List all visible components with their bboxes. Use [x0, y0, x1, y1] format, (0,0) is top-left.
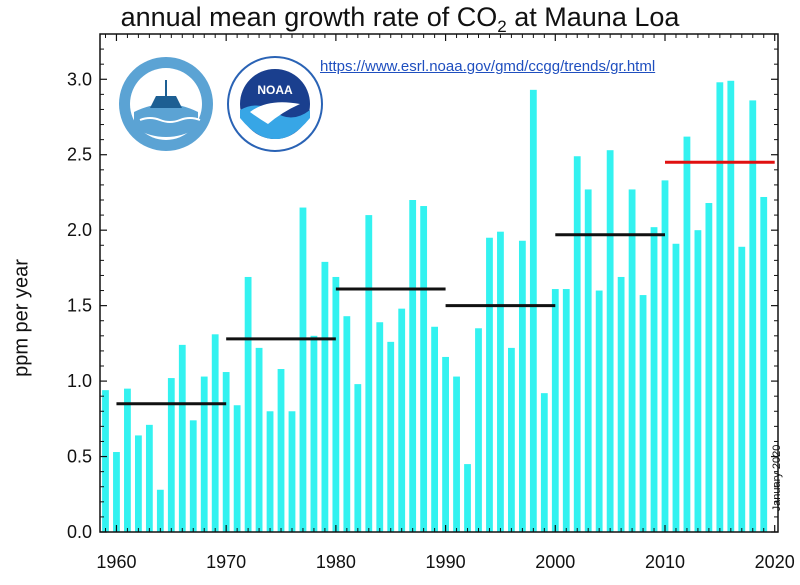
decade-means-group: [116, 160, 775, 406]
bar-2004: [595, 290, 603, 532]
bar-1987: [409, 200, 417, 532]
bar-1981: [343, 316, 351, 532]
bar-1970: [222, 372, 230, 532]
bar-1976: [288, 411, 296, 532]
bar-1960: [113, 452, 120, 532]
bar-1982: [354, 384, 362, 532]
bar-1992: [464, 464, 471, 532]
bar-2002: [573, 156, 581, 533]
logo-group: NOAA: [119, 56, 323, 152]
bar-1978: [310, 335, 318, 532]
plot-frame: [99, 33, 779, 533]
chart-title: annual mean growth rate of CO2 at Mauna …: [0, 2, 800, 37]
bar-1980: [332, 276, 340, 532]
x-tick-label: 2020: [755, 552, 795, 572]
bar-1990: [442, 356, 449, 532]
bar-1995: [497, 231, 504, 532]
bar-1985: [387, 341, 395, 532]
scripps-logo: [119, 57, 213, 151]
bar-1989: [431, 326, 439, 532]
bar-1968: [200, 376, 208, 532]
bar-1979: [321, 261, 329, 532]
bar-1983: [365, 215, 373, 532]
bar-1991: [453, 376, 460, 532]
title-subscript: 2: [497, 17, 507, 36]
bar-1961: [124, 388, 131, 532]
y-tick-label: 0.0: [67, 522, 92, 542]
title-main: annual mean growth rate of CO: [120, 2, 498, 32]
bar-2001: [562, 289, 570, 532]
y-tick-label: 2.5: [67, 145, 92, 165]
bar-2007: [628, 189, 636, 532]
bar-1964: [156, 489, 164, 532]
bar-1967: [189, 420, 197, 532]
bar-2019: [760, 196, 768, 533]
bar-1975: [277, 369, 285, 532]
bar-2017: [738, 246, 746, 532]
source-link[interactable]: https://www.esrl.noaa.gov/gmd/ccgg/trend…: [318, 58, 658, 75]
bar-1972: [244, 276, 252, 532]
bar-1988: [420, 206, 428, 533]
x-tick-label: 1980: [316, 552, 356, 572]
y-tick-label: 1.0: [67, 371, 92, 391]
x-tick-label: 1960: [96, 552, 136, 572]
bar-1998: [529, 89, 537, 532]
bar-2015: [716, 82, 724, 532]
bar-2018: [749, 100, 757, 533]
bar-1999: [540, 393, 548, 532]
bar-1993: [475, 328, 482, 532]
y-tick-label: 3.0: [67, 69, 92, 89]
y-tick-label: 1.5: [67, 296, 92, 316]
bar-2010: [661, 180, 669, 532]
title-tail: at Mauna Loa: [506, 2, 680, 32]
bar-1959: [102, 390, 109, 532]
bar-1996: [508, 347, 515, 532]
y-tick-label: 2.0: [67, 220, 92, 240]
bar-1994: [486, 237, 493, 533]
bar-2003: [584, 189, 592, 532]
bar-1969: [211, 334, 219, 532]
y-axis-label: ppm per year: [10, 259, 33, 377]
bar-1966: [178, 344, 186, 532]
x-tick-label: 2010: [645, 552, 685, 572]
bar-1986: [398, 308, 406, 532]
bar-2011: [672, 243, 680, 532]
x-tick-label: 1990: [426, 552, 466, 572]
bar-2005: [606, 150, 614, 532]
x-tick-label: 1970: [206, 552, 246, 572]
bar-2000: [551, 289, 559, 532]
bar-1965: [167, 378, 175, 532]
bar-1963: [145, 424, 153, 532]
bar-2009: [650, 227, 658, 532]
bar-1973: [255, 347, 263, 532]
bars-group: [102, 80, 768, 533]
bar-1984: [376, 322, 384, 532]
bar-2006: [617, 276, 625, 532]
axes-group: 0.0 0.5 1.0 1.5 2.0 2.5 3.0 1960 1970 1980 1990 200…: [67, 33, 795, 572]
bar-2014: [705, 203, 713, 532]
bar-2016: [727, 80, 735, 532]
bar-1962: [135, 435, 142, 532]
noaa-logo: NOAA: [227, 56, 323, 152]
noaa-logo-text: NOAA: [257, 83, 293, 97]
y-tick-label: 0.5: [67, 447, 92, 467]
x-tick-label: 2000: [535, 552, 575, 572]
bar-2008: [639, 295, 647, 532]
bar-2013: [694, 230, 702, 532]
date-note: January 2020: [771, 444, 783, 512]
bar-1971: [233, 405, 241, 532]
bar-2012: [683, 136, 691, 532]
bar-1997: [518, 240, 526, 532]
bar-1974: [266, 411, 274, 532]
bar-1977: [299, 207, 307, 533]
